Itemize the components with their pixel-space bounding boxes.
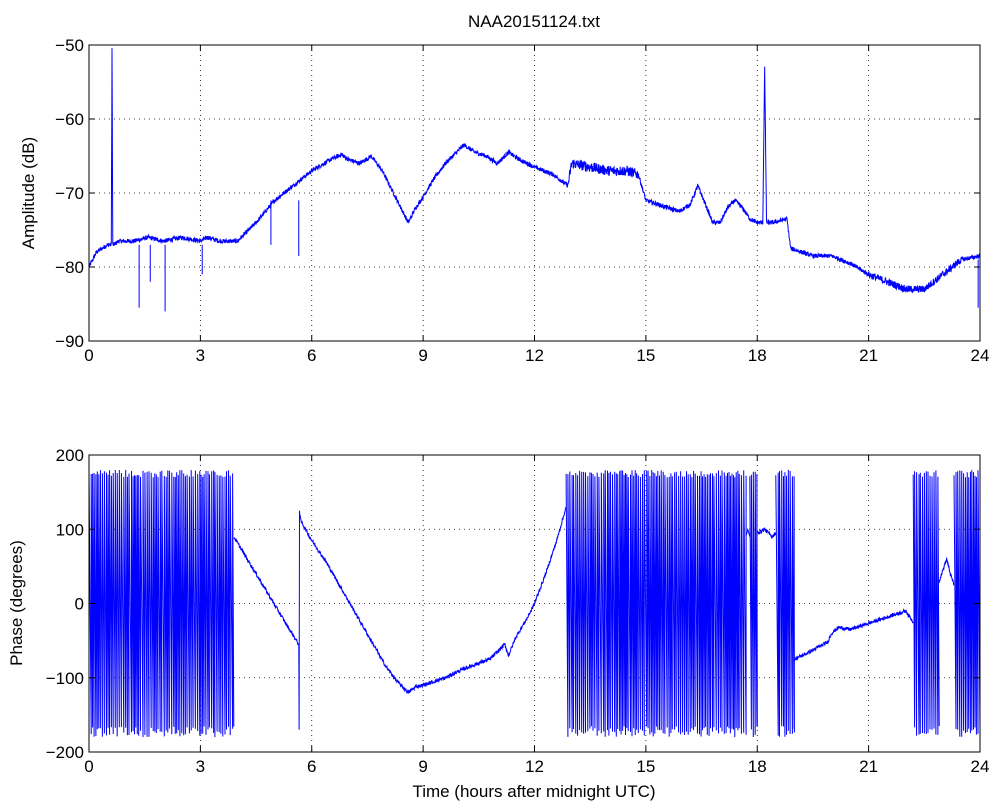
- x-tick-label: 12: [525, 757, 544, 776]
- x-tick-label: 18: [748, 757, 767, 776]
- y-tick-label: −70: [55, 184, 84, 203]
- y-tick-label: 200: [56, 446, 84, 465]
- x-tick-label: 0: [84, 346, 93, 365]
- phase-series: [89, 469, 980, 738]
- x-tick-label: 3: [196, 346, 205, 365]
- y-tick-label: −100: [46, 669, 84, 688]
- x-tick-label: 15: [636, 757, 655, 776]
- phase-wrapping-segment: [749, 471, 758, 738]
- x-tick-label: 24: [971, 346, 990, 365]
- figure-title: NAA20151124.txt: [468, 12, 600, 31]
- x-tick-label: 12: [525, 346, 544, 365]
- amplitude-series: [89, 48, 980, 312]
- phase-series-line: [756, 527, 777, 540]
- y-tick-label: 0: [75, 595, 84, 614]
- amplitude-grid: [89, 45, 980, 341]
- x-tick-label: 18: [748, 346, 767, 365]
- phase-axes: 0 3 6 9 12 15 18 21 24 −200 −100 0 100 200 Phase (deg…: [7, 446, 989, 801]
- phase-y-label: Phase (degrees): [7, 540, 26, 666]
- x-tick-label: 15: [636, 346, 655, 365]
- phase-series-line: [233, 506, 567, 730]
- x-tick-label: 9: [418, 757, 427, 776]
- y-tick-label: −80: [55, 258, 84, 277]
- phase-series-line: [745, 527, 751, 537]
- y-tick-label: −50: [55, 36, 84, 55]
- phase-ticks: 0 3 6 9 12 15 18 21 24 −200 −100 0 100 200: [46, 446, 990, 776]
- phase-wrapping-segment: [953, 470, 980, 737]
- x-tick-label: 24: [971, 757, 990, 776]
- y-tick-label: 100: [56, 520, 84, 539]
- phase-wrapping-segment: [912, 470, 940, 736]
- x-tick-label: 21: [859, 757, 878, 776]
- phase-series-line: [793, 608, 914, 662]
- y-tick-label: −90: [55, 332, 84, 351]
- amplitude-y-label: Amplitude (dB): [19, 137, 38, 249]
- amplitude-series-line: [89, 48, 980, 294]
- x-tick-label: 21: [859, 346, 878, 365]
- phase-x-label: Time (hours after midnight UTC): [412, 782, 655, 801]
- phase-wrapping-segment: [565, 469, 747, 738]
- phase-wrapping-segment: [775, 469, 795, 737]
- x-tick-label: 0: [84, 757, 93, 776]
- amplitude-axes: 0 3 6 9 12 15 18 21 24 −90 −80 −70 −60 −50 Amplitude …: [19, 36, 989, 365]
- x-tick-label: 9: [418, 346, 427, 365]
- y-tick-label: −60: [55, 110, 84, 129]
- phase-series-line: [938, 556, 955, 586]
- phase-wrapping-segment: [89, 469, 235, 738]
- y-tick-label: −200: [46, 743, 84, 762]
- x-tick-label: 3: [196, 757, 205, 776]
- amplitude-ticks: 0 3 6 9 12 15 18 21 24 −90 −80 −70 −60 −50: [55, 36, 989, 365]
- x-tick-label: 6: [307, 757, 316, 776]
- x-tick-label: 6: [307, 346, 316, 365]
